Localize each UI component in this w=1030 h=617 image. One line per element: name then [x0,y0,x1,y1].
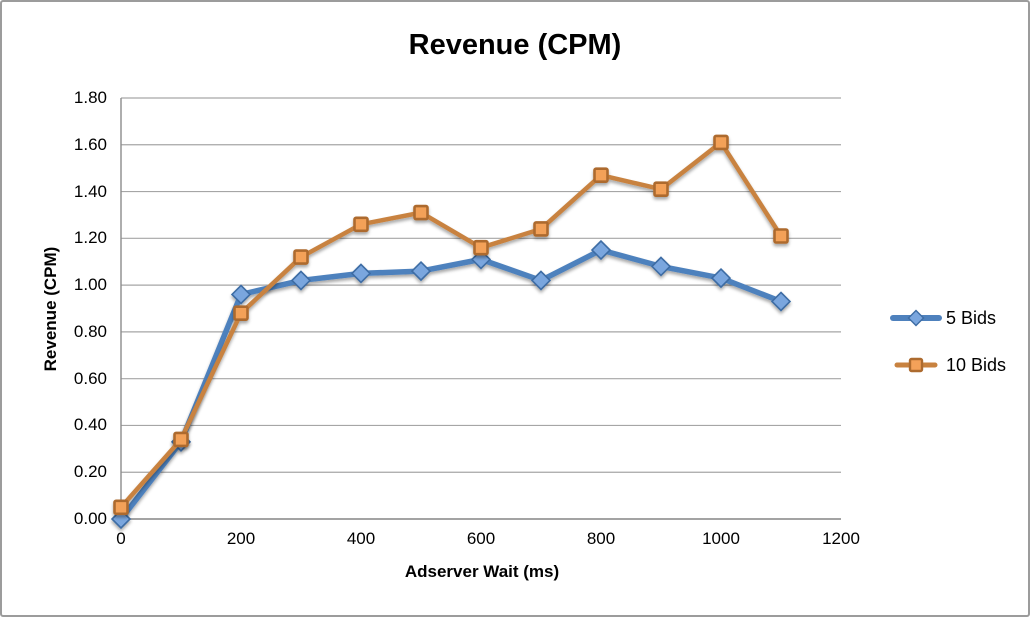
marker-diamond [350,263,372,284]
series-10-bids [113,134,789,516]
marker-square [413,204,429,221]
legend-label: 5 Bids [946,307,997,328]
y-tick-label: 1.00 [73,275,107,295]
marker-square [353,216,369,233]
x-axis-title: Adserver Wait (ms) [404,562,560,581]
marker-diamond [410,260,432,282]
marker-diamond [290,270,312,291]
chart-title: Revenue (CPM) [408,29,622,61]
marker-square [593,167,609,183]
x-tick-label: 1000 [702,529,740,548]
marker-square [113,499,129,516]
legend: 5 Bids 10 Bids [888,305,1006,399]
y-tick-label: 1.40 [73,181,107,201]
y-tick-label: 1.80 [73,88,107,107]
marker-diamond [770,291,792,312]
legend-swatch-icon [890,309,942,327]
marker-diamond [590,239,612,261]
marker-square [533,221,549,237]
marker-diamond [710,267,732,289]
x-tick-label: 600 [466,529,496,548]
marker-square [473,239,489,256]
y-tick-label: 0.00 [73,509,107,528]
legend-label: 10 Bids [946,354,1007,375]
legend-item-5-bids: 5 Bids [888,305,1006,331]
marker-square [773,228,789,244]
marker-diamond [650,256,672,277]
marker-diamond [230,284,252,305]
gridlines [121,97,841,520]
y-tick-label: 1.20 [73,228,107,248]
x-tick-label: 800 [586,529,616,548]
marker-diamond [470,249,492,270]
marker-square [713,134,729,151]
legend-swatch-icon [894,357,938,373]
x-tick-label: 1200 [822,529,860,548]
y-tick-label: 0.80 [73,321,107,341]
axes [120,98,841,520]
series-5-bids [110,239,792,530]
marker-square [653,181,669,198]
y-tick-label: 0.40 [73,415,107,435]
x-tick-label: 0 [116,529,126,548]
marker-square [293,249,309,265]
legend-item-10-bids: 10 Bids [888,352,1006,378]
y-tick-label: 0.20 [73,462,107,482]
x-tick-label: 200 [226,529,256,548]
y-tick-label: 1.60 [73,134,107,154]
y-axis-title: Revenue (CPM) [41,246,60,372]
marker-square [233,305,249,321]
y-tick-label: 0.60 [73,368,107,388]
marker-diamond [530,270,552,291]
x-tick-label: 400 [346,529,376,548]
marker-square [173,431,189,448]
